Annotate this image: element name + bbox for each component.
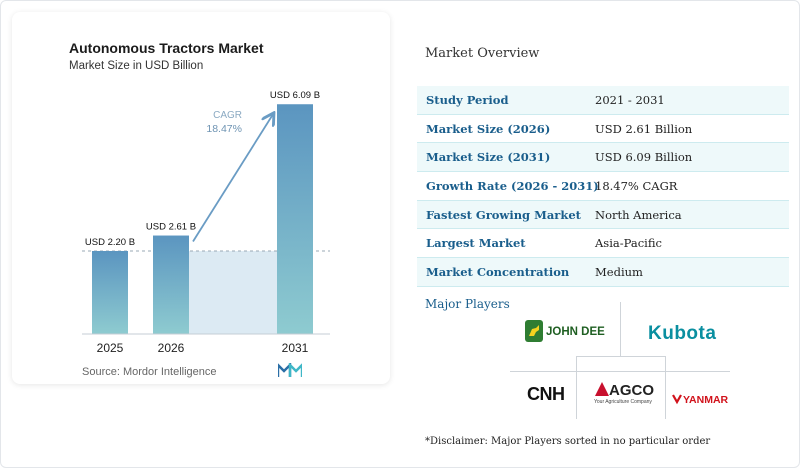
data-label: USD 6.09 B bbox=[270, 90, 320, 101]
overview-row-value: Medium bbox=[595, 265, 643, 280]
divider bbox=[665, 356, 666, 419]
overview-row-label: Growth Rate (2026 - 2031) bbox=[426, 179, 599, 194]
divider bbox=[576, 356, 577, 419]
overview-title: Market Overview bbox=[425, 46, 540, 61]
overview-row: Growth Rate (2026 - 2031) 18.47% CAGR bbox=[417, 172, 789, 201]
bar-chart: USD 2.20 B 2025 USD 2.61 B 2026 USD 6.09 B 20… bbox=[82, 90, 330, 355]
overview-row-label: Largest Market bbox=[426, 236, 526, 251]
yanmar-logo: YANMAR bbox=[672, 391, 729, 412]
chart-subtitle: Market Size in USD Billion bbox=[69, 60, 204, 72]
overview-row-label: Market Size (2031) bbox=[426, 150, 551, 165]
overview-row-value: 2021 - 2031 bbox=[595, 93, 665, 107]
overview-row-label: Study Period bbox=[426, 93, 509, 107]
divider bbox=[620, 302, 621, 356]
category-label: 2031 bbox=[282, 341, 309, 355]
yanmar-wordmark: YANMAR bbox=[683, 394, 728, 406]
overview-row-label: Market Concentration bbox=[426, 265, 570, 280]
yanmar-mark-icon: YANMAR bbox=[672, 394, 729, 406]
cnh-logo: CNH bbox=[527, 384, 565, 404]
overview-row-label: Market Size (2026) bbox=[426, 121, 551, 136]
divider bbox=[576, 356, 666, 357]
john-deere-logo: JOHN DEERE bbox=[525, 319, 621, 352]
category-label: 2026 bbox=[158, 341, 185, 355]
overview-row-value: Asia-Pacific bbox=[595, 236, 662, 251]
agco-triangle-icon: AGCO Your Agriculture Company bbox=[594, 382, 654, 405]
overview-row-value: USD 2.61 Billion bbox=[595, 121, 693, 136]
bar bbox=[153, 235, 189, 334]
mordor-logo-icon bbox=[278, 363, 302, 377]
players-title: Major Players bbox=[425, 297, 510, 311]
overview-row: Largest Market Asia-Pacific bbox=[417, 229, 789, 259]
agco-tagline: Your Agriculture Company bbox=[594, 399, 652, 405]
bar bbox=[277, 104, 313, 334]
chart-source: Source: Mordor Intelligence bbox=[82, 366, 217, 378]
overview-row-label: Fastest Growing Market bbox=[426, 207, 581, 222]
overview-row: Market Size (2026) USD 2.61 Billion bbox=[417, 115, 789, 144]
overview-table: Study Period 2021 - 2031 Market Size (2026… bbox=[417, 86, 789, 287]
overview-row-value: North America bbox=[595, 207, 682, 222]
overview-row-value: 18.47% CAGR bbox=[595, 179, 678, 194]
john-deere-deer-icon: JOHN DEERE bbox=[525, 320, 621, 342]
cagr-arrow bbox=[192, 114, 273, 243]
overview-row: Market Size (2031) USD 6.09 Billion bbox=[417, 143, 789, 173]
agco-wordmark: AGCO bbox=[609, 382, 654, 399]
overview-row: Market Concentration Medium bbox=[417, 258, 789, 287]
overview-row: Study Period 2021 - 2031 bbox=[417, 86, 789, 115]
growth-band bbox=[189, 251, 277, 334]
category-label: 2025 bbox=[97, 341, 124, 355]
cagr-value: 18.47% bbox=[206, 123, 242, 135]
chart-title: Autonomous Tractors Market bbox=[69, 40, 264, 56]
data-label: USD 2.61 B bbox=[146, 222, 196, 233]
data-label: USD 2.20 B bbox=[85, 237, 135, 248]
bar bbox=[92, 251, 128, 334]
cagr-label: CAGR bbox=[213, 110, 242, 121]
overview-row-value: USD 6.09 Billion bbox=[595, 150, 693, 165]
divider bbox=[510, 371, 730, 372]
disclaimer-note: *Disclaimer: Major Players sorted in no … bbox=[425, 436, 711, 447]
kubota-logo: Kubota bbox=[648, 323, 717, 344]
agco-logo: AGCO Your Agriculture Company bbox=[591, 378, 659, 411]
overview-row: Fastest Growing Market North America bbox=[417, 200, 789, 230]
john-deere-wordmark: JOHN DEERE bbox=[546, 326, 605, 338]
